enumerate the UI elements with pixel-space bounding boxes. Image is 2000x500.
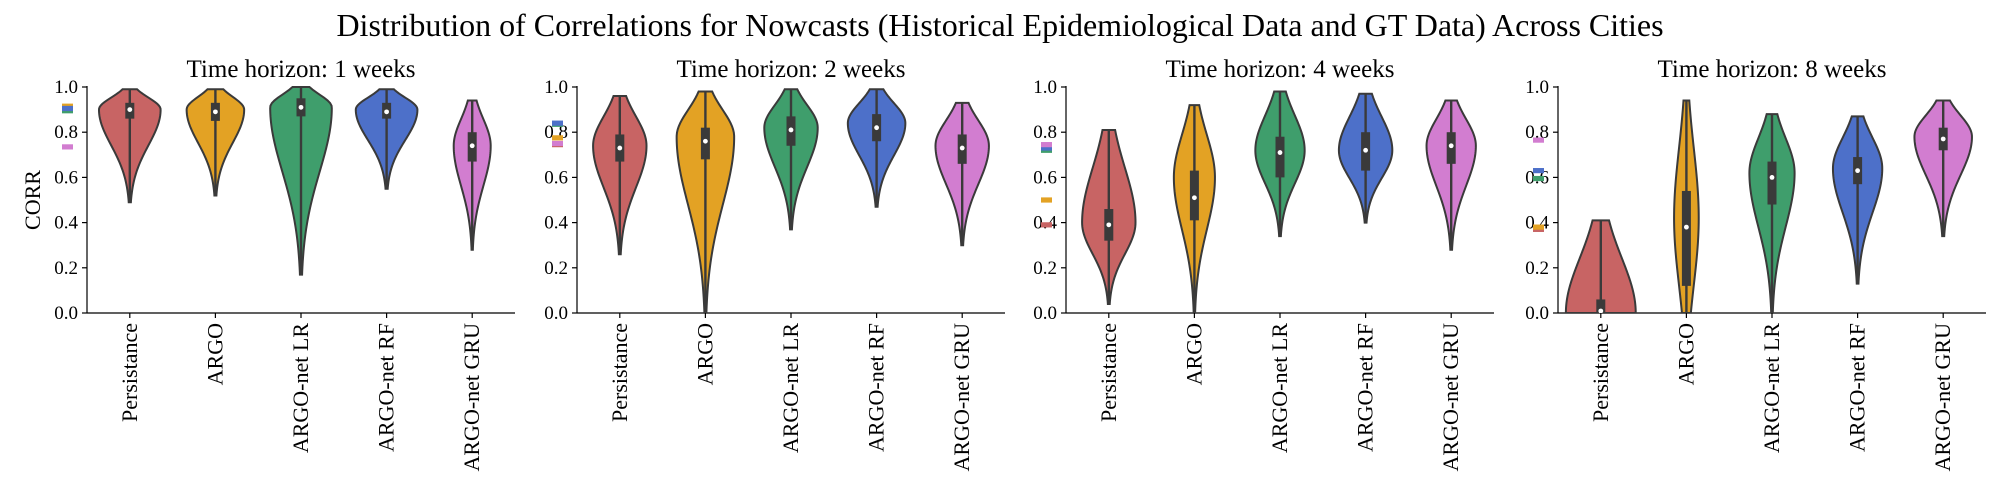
violin-median [1940,136,1946,142]
chart-panels: Time horizon: 1 weeks 0.0 0.2 0.4 0.6 0.8 1.0 C… [20,56,1986,472]
violin-median [1277,150,1283,155]
violin-iqr-box [1275,136,1285,178]
panel-4: Time horizon: 8 weeks0.00.20.40.60.81.0P… [1525,56,1986,472]
y-tick-label: 0.0 [54,303,78,324]
x-tick-label: ARGO-net RF [374,323,399,452]
panel-title: Time horizon: 4 weeks [1166,56,1395,83]
x-tick-label: Persistance [1588,323,1613,422]
x-tick-label: ARGO [1181,323,1206,385]
y-tick-label: 0.6 [544,167,568,188]
reference-marker [1041,197,1052,203]
reference-marker [1533,168,1544,174]
y-tick-label: 1.0 [1033,77,1057,98]
x-tick-label: ARGO-net LR [778,323,803,453]
violin-iqr-box [1681,190,1691,286]
y-tick-label: 0.8 [54,122,78,143]
reference-marker [62,105,73,112]
violin-median [1684,224,1689,230]
x-tick-label: ARGO [692,323,717,385]
x-tick-label: ARGO [1673,323,1698,385]
violin-median [298,104,304,110]
violin-median [617,145,623,151]
y-tick-label: 0.4 [54,213,78,234]
reference-marker [1041,142,1052,148]
x-tick-label: Persistance [1096,323,1121,422]
x-tick-label: Persistance [117,323,142,422]
x-tick-label: Persistance [607,323,632,422]
y-tick-label: 1.0 [1525,77,1549,98]
y-tick-label: 0.6 [54,167,78,188]
panel-2: Time horizon: 2 weeks0.00.20.40.60.81.0P… [544,56,1005,472]
reference-marker [552,135,563,141]
violin-median [874,125,879,131]
reference-marker [1041,145,1052,151]
x-tick-label: ARGO [202,323,227,385]
y-axis-label: CORR [20,170,45,230]
reference-marker [1533,137,1544,143]
y-tick-label: 0.4 [544,213,568,234]
violin-median [703,138,708,144]
y-tick-label: 0.0 [1525,303,1549,324]
violin-median [1192,195,1197,201]
x-tick-label: ARGO-net GRU [949,323,974,472]
reference-marker [1533,224,1544,230]
x-tick-label: ARGO-net GRU [1930,323,1955,472]
y-tick-label: 0.6 [1033,167,1057,188]
reference-marker [62,144,73,150]
x-tick-label: ARGO-net RF [1353,323,1378,452]
x-tick-label: ARGO-net RF [864,323,889,452]
y-tick-label: 0.2 [1525,258,1549,279]
y-tick-label: 0.8 [1033,122,1057,143]
x-tick-label: ARGO-net RF [1845,323,1870,452]
y-tick-label: 0.0 [544,303,568,324]
violin-median [1855,168,1860,174]
reference-marker [1041,222,1052,228]
x-tick-label: ARGO-net GRU [1438,323,1463,472]
violin-iqr-box [1596,299,1606,313]
x-tick-label: ARGO-net LR [1759,323,1784,453]
chart-title: Distribution of Correlations for Nowcast… [336,7,1663,43]
y-tick-label: 1.0 [54,77,78,98]
reference-marker [552,140,563,147]
y-tick-label: 1.0 [544,77,568,98]
panel-1: Time horizon: 1 weeks 0.0 0.2 0.4 0.6 0.8 1.0 C… [20,56,515,472]
x-tick-label: ARGO-net LR [288,323,313,453]
violin-median [469,143,475,149]
violin-median [127,107,133,112]
violin-median [1363,147,1368,153]
y-tick-label: 0.2 [54,258,78,279]
violin-median [384,109,389,115]
panel-title: Time horizon: 8 weeks [1658,56,1887,83]
violin-median [1106,222,1112,228]
reference-marker [1533,175,1544,182]
panel-title: Time horizon: 2 weeks [677,56,906,83]
panel-3: Time horizon: 4 weeks0.00.20.40.60.81.0P… [1033,56,1494,472]
violin-median [213,109,218,115]
violin-median [1448,143,1454,149]
reference-marker [552,120,563,126]
violin-median [1769,175,1775,180]
y-tick-label: 0.0 [1033,303,1057,324]
violins [1564,99,1973,313]
x-tick-label: ARGO-net GRU [459,323,484,472]
panel-title: Time horizon: 1 weeks [187,56,416,83]
violin-median [959,145,965,151]
violins [97,86,492,276]
violin-iqr-box [1767,161,1777,205]
y-tick-label: 0.2 [1033,258,1057,279]
y-tick-label: 0.2 [544,258,568,279]
violins [1081,90,1477,313]
x-tick-label: ARGO-net LR [1267,323,1292,453]
violin-median [1598,308,1604,313]
violin-median [788,127,794,133]
violins [592,88,990,313]
